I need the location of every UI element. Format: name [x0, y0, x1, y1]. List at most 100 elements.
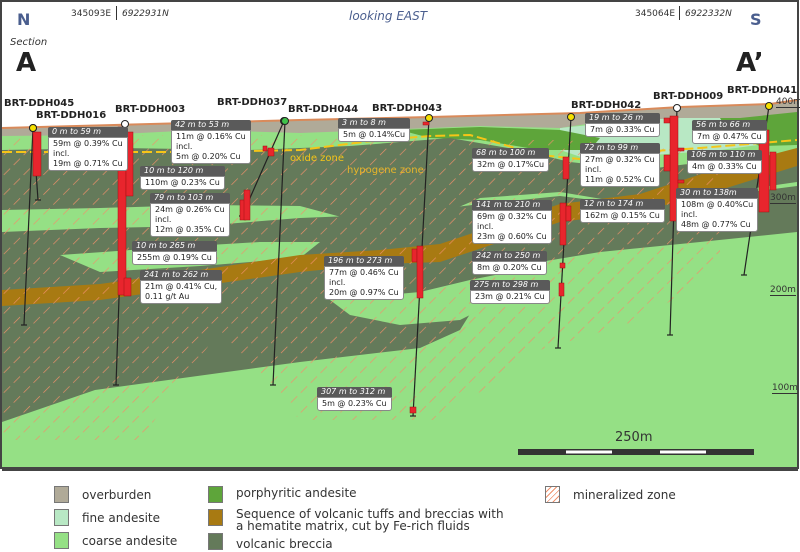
south-label: S [750, 10, 762, 29]
collar-marker [281, 117, 289, 125]
left-northing: 6922931N [122, 9, 169, 19]
view-direction: looking EAST [349, 9, 428, 23]
drill-intercept-bar [422, 121, 430, 126]
drillhole-label: BRT-DDH037 [217, 97, 288, 108]
callout-grade: 59m @ 0.39% Cu incl. 19m @ 0.71% Cu [48, 137, 128, 171]
legend-label: fine andesite [82, 511, 160, 525]
callout-interval: 79 m to 103 m [150, 193, 230, 203]
callout-interval: 72 m to 99 m [580, 143, 660, 153]
elevation-200m: 200m [770, 285, 796, 296]
intercept-callout: 3 m to 8 m 5m @ 0.14%Cu [338, 118, 411, 142]
elevation-300m: 300m [770, 193, 796, 204]
callout-interval: 307 m to 312 m [317, 387, 392, 397]
drill-intercept-bar [677, 179, 685, 184]
drillhole-trace [272, 120, 286, 386]
drillhole-trace [23, 127, 34, 326]
intercept-callout: 242 m to 250 m 8m @ 0.20% Cu [472, 251, 547, 275]
callout-interval: 275 m to 298 m [470, 280, 550, 290]
callout-interval: 3 m to 8 m [338, 118, 411, 128]
drill-intercept-bar [267, 147, 275, 157]
intercept-callout: 275 m to 298 m 23m @ 0.21% Cu [470, 280, 550, 304]
legend-swatch-porphyritic-andesite [208, 486, 223, 503]
legend-swatch-coarse-andesite [54, 532, 69, 549]
callout-grade: 23m @ 0.21% Cu [470, 290, 550, 304]
elevation-400m: 400m [776, 97, 800, 108]
intercept-callout: 10 m to 265 m 255m @ 0.19% Cu [132, 241, 217, 265]
drill-intercept-bar [559, 202, 567, 246]
callout-interval: 68 m to 100 m [472, 148, 550, 158]
intercept-callout: 79 m to 103 m 24m @ 0.26% Cu incl. 12m @ … [150, 193, 230, 237]
legend-swatch-overburden [54, 486, 69, 503]
callout-grade: 8m @ 0.20% Cu [472, 261, 547, 275]
intercept-callout: 72 m to 99 m 27m @ 0.32% Cu incl. 11m @ 0… [580, 143, 660, 187]
intercept-callout: 0 m to 59 m 59m @ 0.39% Cu incl. 19m @ 0.… [48, 127, 128, 171]
legend-label: coarse andesite [82, 534, 178, 548]
callout-interval: 19 m to 26 m [585, 113, 660, 123]
right-easting: 345064E [635, 9, 676, 19]
drill-intercept-bar [663, 154, 671, 172]
intercept-callout: 12 m to 174 m 162m @ 0.15% Cu [580, 199, 665, 223]
callout-grade: 11m @ 0.16% Cu incl. 5m @ 0.20% Cu [171, 130, 251, 164]
intercept-callout: 56 m to 66 m 7m @ 0.47% Cu [692, 120, 767, 144]
legend-label: porphyritic andesite [236, 486, 357, 500]
section-start: A [16, 48, 37, 78]
collar-marker [765, 102, 773, 110]
drill-intercept-bar [32, 131, 42, 177]
drill-intercept-bar [262, 145, 268, 152]
drill-intercept-bar [769, 151, 777, 191]
drill-intercept-bar [559, 262, 566, 269]
drill-intercept-bar [416, 245, 424, 299]
drillhole-label: BRT-DDH003 [115, 104, 186, 115]
drill-intercept-bar [677, 147, 685, 152]
collar-marker [29, 124, 37, 132]
collar-marker [567, 113, 575, 121]
north-label: N [17, 10, 31, 29]
drillhole-label: BRT-DDH009 [653, 91, 724, 102]
intercept-callout: 68 m to 100 m 32m @ 0.17%Cu [472, 148, 550, 172]
oxide-zone-label: oxide zone [290, 153, 345, 164]
callout-interval: 141 m to 210 m [472, 200, 552, 210]
intercept-callout: 10 m to 120 m 110m @ 0.23% Cu [140, 166, 225, 190]
drillhole-label: BRT-DDH016 [36, 110, 107, 121]
left-easting: 345093E [71, 9, 112, 19]
callout-grade: 69m @ 0.32% Cu incl. 23m @ 0.60% Cu [472, 210, 552, 244]
coord-divider [679, 6, 680, 20]
drillhole-label: BRT-DDH045 [4, 98, 75, 109]
callout-grade: 255m @ 0.19% Cu [132, 251, 217, 265]
legend-swatch-hematite-sequence [208, 509, 223, 526]
drill-intercept-bar [409, 406, 417, 414]
callout-grade: 27m @ 0.32% Cu incl. 11m @ 0.52% Cu [580, 153, 660, 187]
elevation-100m: 100m [772, 383, 798, 394]
collar-marker [673, 104, 681, 112]
drill-intercept-bar [562, 156, 570, 180]
intercept-callout: 141 m to 210 m 69m @ 0.32% Cu incl. 23m @… [472, 200, 552, 244]
legend-label: mineralized zone [573, 488, 676, 502]
intercept-callout: 19 m to 26 m 7m @ 0.33% Cu [585, 113, 660, 137]
callout-grade: 162m @ 0.15% Cu [580, 209, 665, 223]
scale-label: 250m [615, 430, 653, 445]
collar-marker [425, 114, 433, 122]
scale-bar [518, 449, 754, 455]
callout-interval: 30 m to 138m [676, 188, 759, 198]
drillhole-label: BRT-DDH044 [288, 104, 359, 115]
coord-divider [116, 6, 117, 20]
callout-grade: 7m @ 0.33% Cu [585, 123, 660, 137]
callout-interval: 242 m to 250 m [472, 251, 547, 261]
callout-grade: 4m @ 0.33% Cu [687, 160, 762, 174]
drillhole-label: BRT-DDH041 [727, 85, 798, 96]
right-northing: 6922332N [685, 9, 732, 19]
callout-interval: 10 m to 120 m [140, 166, 225, 176]
drill-intercept-bar [411, 248, 418, 263]
drill-intercept-bar [565, 205, 572, 222]
callout-interval: 0 m to 59 m [48, 127, 128, 137]
intercept-callout: 42 m to 53 m 11m @ 0.16% Cu incl. 5m @ 0.… [171, 120, 251, 164]
drill-intercept-bar [663, 117, 671, 124]
drillhole-label: BRT-DDH043 [372, 103, 443, 114]
intercept-callout: 106 m to 110 m 4m @ 0.33% Cu [687, 150, 762, 174]
legend-label: volcanic breccia [236, 537, 333, 551]
hypogene-zone-label: hypogene zone [347, 165, 424, 176]
legend-label: overburden [82, 488, 152, 502]
intercept-callout: 241 m to 262 m 21m @ 0.41% Cu, 0.11 g/t A… [140, 270, 223, 304]
callout-grade: 77m @ 0.46% Cu incl. 20m @ 0.97% Cu [324, 266, 404, 300]
callout-interval: 12 m to 174 m [580, 199, 665, 209]
